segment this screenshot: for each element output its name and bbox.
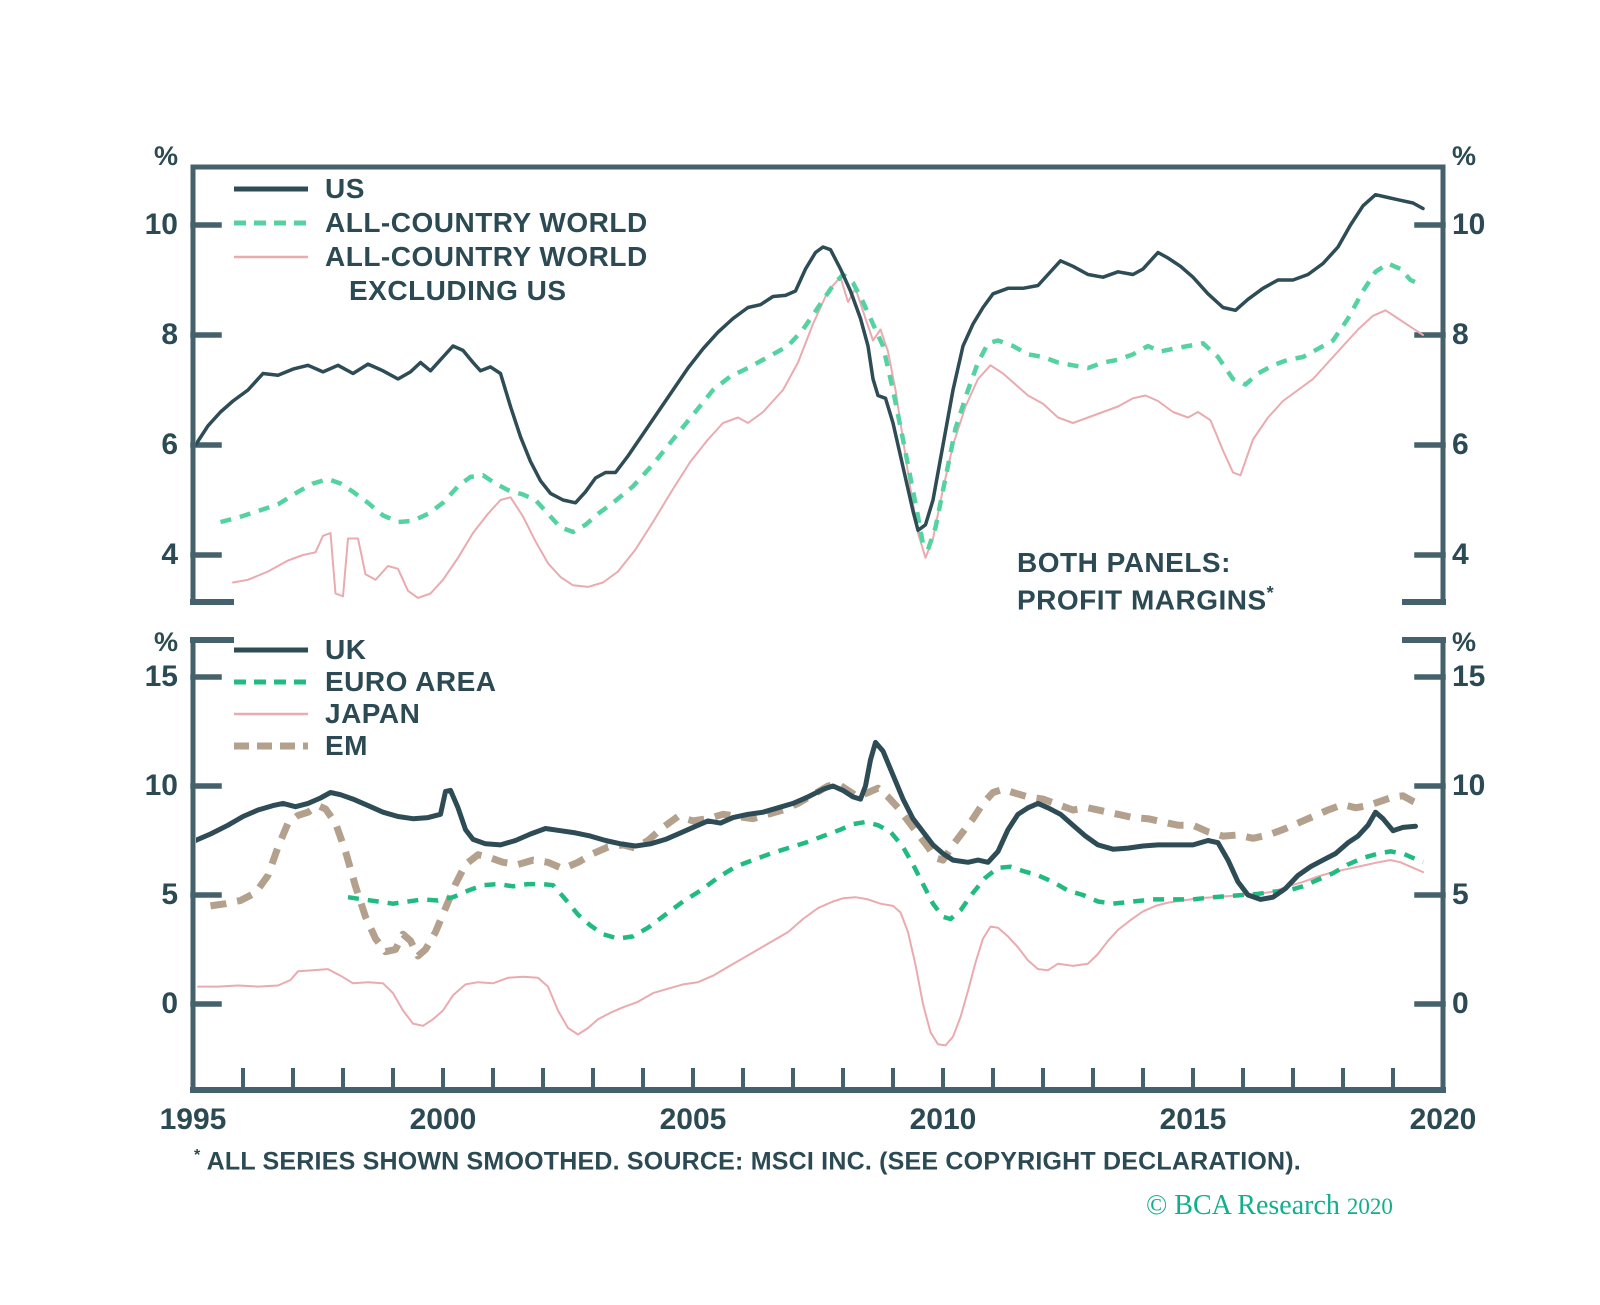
y-tick-label-right-6: 6 bbox=[1452, 428, 1469, 461]
copyright-text: © BCA Research bbox=[1146, 1190, 1340, 1221]
y-tick-label-left-15: 15 bbox=[144, 660, 178, 693]
source-footnote: * ALL SERIES SHOWN SMOOTHED. SOURCE: MSC… bbox=[194, 1147, 1301, 1176]
footnote-asterisk: * bbox=[194, 1147, 201, 1164]
top-panel-left-unit-label: % bbox=[153, 141, 178, 171]
y-tick-label-right-4: 4 bbox=[1452, 538, 1469, 571]
legend-item-us: US bbox=[230, 172, 648, 206]
bottom-panel-left-unit-label: % bbox=[153, 627, 178, 657]
legend-swatch-line bbox=[234, 679, 308, 685]
y-tick-label-left-0: 0 bbox=[161, 987, 178, 1020]
legend-label-line: EXCLUDING US bbox=[349, 275, 567, 306]
annotation-line-1: BOTH PANELS: bbox=[1017, 547, 1231, 578]
legend-label: UK bbox=[325, 634, 366, 666]
panel-top bbox=[190, 164, 1446, 605]
legend-label: EM bbox=[325, 730, 368, 762]
x-tick-label-2020: 2020 bbox=[1409, 1103, 1477, 1136]
y-tick-label-right-8: 8 bbox=[1452, 318, 1469, 351]
legend-item-all-country-world: ALL-COUNTRY WORLD bbox=[230, 206, 648, 240]
legend-swatch-line bbox=[234, 742, 308, 750]
y-tick-label-left-4: 4 bbox=[161, 538, 178, 571]
legend-label: US bbox=[325, 172, 365, 206]
x-tick-label-1995: 1995 bbox=[159, 1103, 227, 1136]
bottom-panel-right-unit-label: % bbox=[1452, 627, 1477, 657]
legend-label-line: EM bbox=[325, 730, 368, 761]
legend-item-all-country-world-excluding-us: ALL-COUNTRY WORLD EXCLUDING US bbox=[230, 240, 648, 308]
legend-swatch-line bbox=[234, 647, 308, 653]
y-tick-label-left-8: 8 bbox=[161, 318, 178, 351]
y-tick-label-left-5: 5 bbox=[161, 878, 178, 911]
y-tick-label-right-10: 10 bbox=[1452, 769, 1486, 802]
legend-item-em: EM bbox=[230, 730, 496, 762]
legend-item-uk: UK bbox=[230, 634, 496, 666]
legend-swatch-line bbox=[234, 712, 308, 716]
x-tick-label-2005: 2005 bbox=[659, 1103, 727, 1136]
y-tick-label-left-6: 6 bbox=[161, 428, 178, 461]
legend-swatch-line bbox=[234, 255, 308, 259]
series-line-japan bbox=[197, 859, 1424, 1047]
both-panels-annotation: BOTH PANELS: PROFIT MARGINS* bbox=[1017, 547, 1274, 615]
y-tick-label-right-0: 0 bbox=[1452, 987, 1469, 1020]
series-line-all-country-world bbox=[219, 261, 1424, 552]
legend-label-line: US bbox=[325, 173, 365, 204]
bottom-panel-legend: UK EURO AREA JAPAN EM bbox=[230, 634, 496, 762]
legend-label: EURO AREA bbox=[325, 666, 496, 698]
panel-bottom bbox=[190, 637, 1446, 1093]
series-line-em bbox=[209, 780, 1425, 960]
annotation-asterisk: * bbox=[1266, 583, 1275, 603]
legend-label-line: ALL-COUNTRY WORLD bbox=[325, 207, 648, 238]
legend-item-euro-area: EURO AREA bbox=[230, 666, 496, 698]
legend-label-line: EURO AREA bbox=[325, 666, 497, 697]
legend-label-line: UK bbox=[325, 634, 367, 665]
x-tick-label-2015: 2015 bbox=[1159, 1103, 1227, 1136]
legend-swatch-line bbox=[234, 220, 308, 226]
y-tick-label-left-10: 10 bbox=[144, 769, 178, 802]
legend-swatch-line bbox=[234, 186, 308, 192]
series-line-us bbox=[196, 192, 1425, 533]
legend-label-line: JAPAN bbox=[325, 698, 421, 729]
x-tick-label-2000: 2000 bbox=[409, 1103, 477, 1136]
legend-label-line: ALL-COUNTRY WORLD bbox=[325, 241, 648, 272]
legend-label: ALL-COUNTRY WORLD bbox=[325, 206, 648, 240]
y-tick-label-right-5: 5 bbox=[1452, 878, 1469, 911]
top-panel-legend: US ALL-COUNTRY WORLD ALL-COUNTRY WORLD EXCL… bbox=[230, 172, 648, 308]
y-tick-label-right-10: 10 bbox=[1452, 208, 1486, 241]
y-tick-label-right-15: 15 bbox=[1452, 660, 1486, 693]
bca-research-copyright: © BCA Research 2020 bbox=[1146, 1190, 1393, 1222]
legend-label: ALL-COUNTRY WORLD EXCLUDING US bbox=[325, 240, 648, 308]
legend-label: JAPAN bbox=[325, 698, 420, 730]
legend-item-japan: JAPAN bbox=[230, 698, 496, 730]
top-panel-right-unit-label: % bbox=[1452, 141, 1477, 171]
y-tick-label-left-10: 10 bbox=[144, 208, 178, 241]
x-tick-label-2010: 2010 bbox=[909, 1103, 977, 1136]
annotation-line-2: PROFIT MARGINS* bbox=[1017, 583, 1275, 616]
series-line-uk bbox=[196, 739, 1418, 902]
copyright-year: 2020 bbox=[1346, 1194, 1393, 1219]
